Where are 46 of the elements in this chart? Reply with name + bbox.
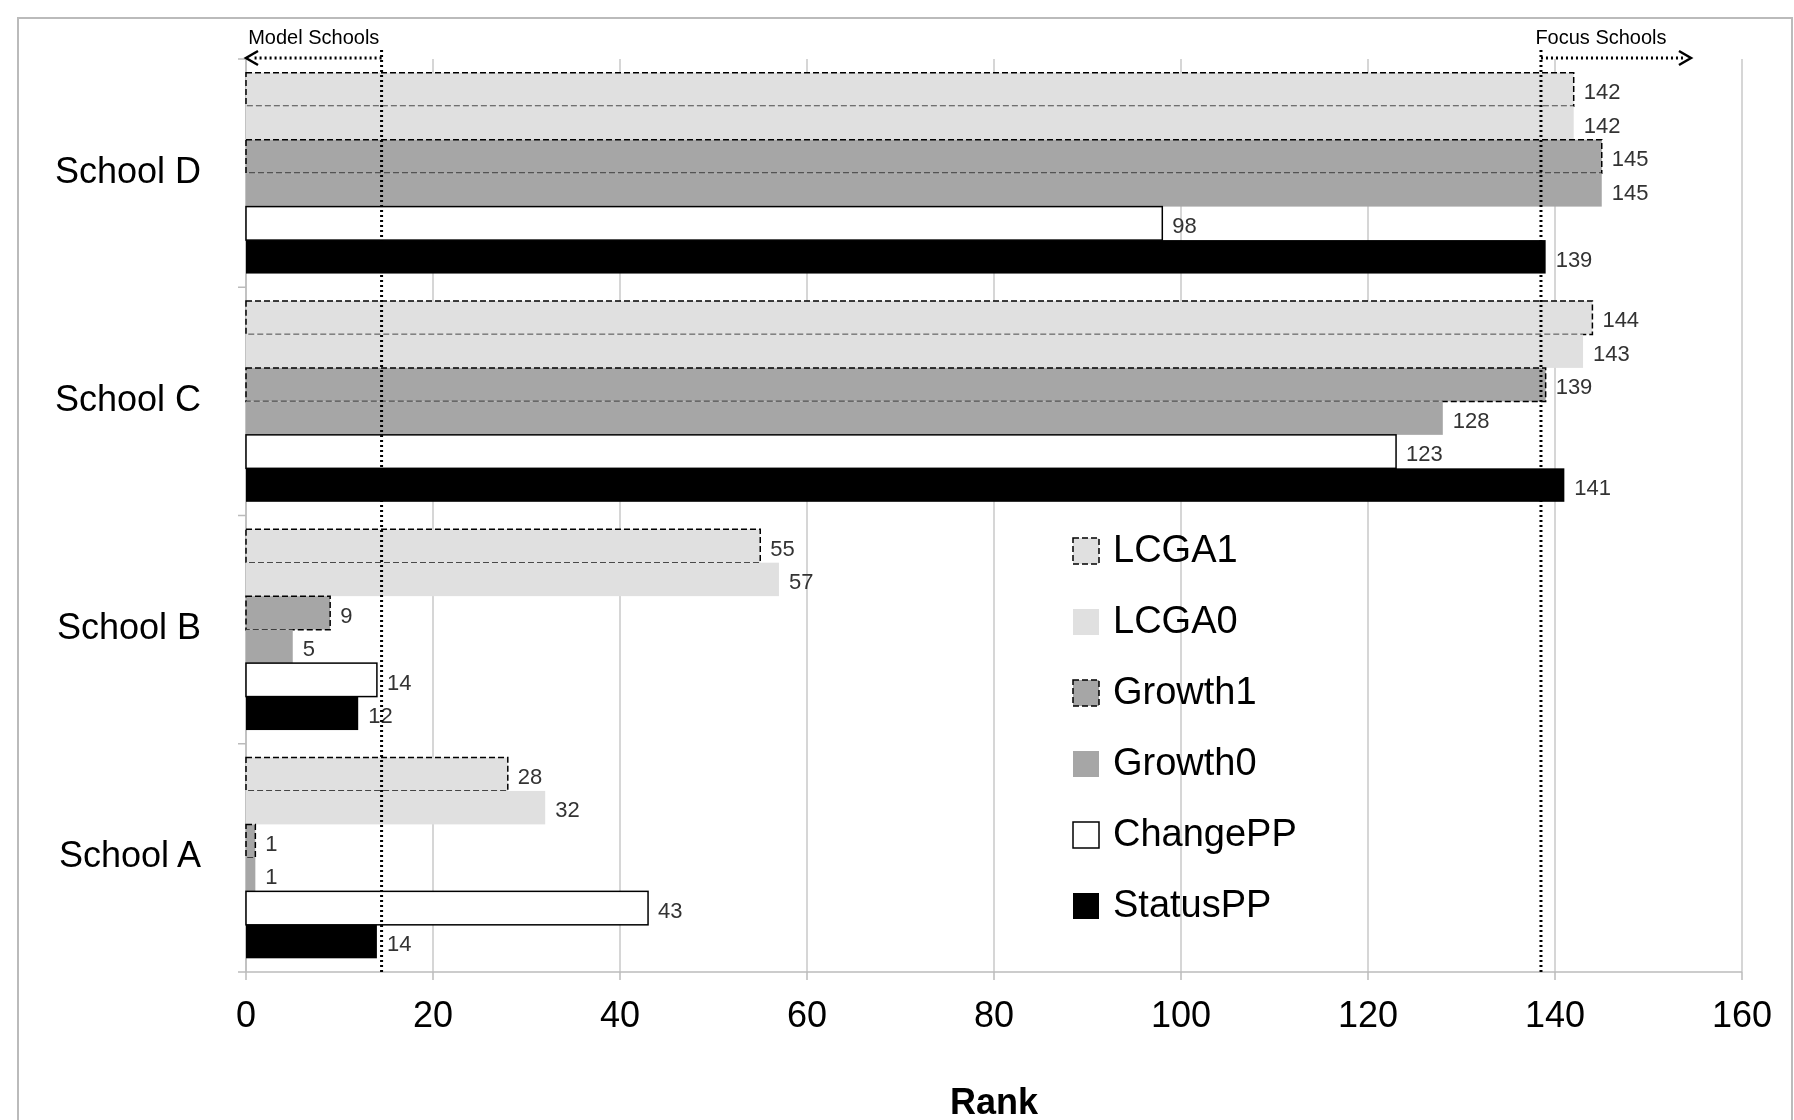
legend-label: StatusPP xyxy=(1113,883,1272,926)
legend-label: Growth0 xyxy=(1113,741,1257,784)
data-label: 28 xyxy=(517,764,543,789)
data-label: 55 xyxy=(770,535,795,561)
data-label: 12 xyxy=(368,703,393,729)
x-tick-label: 40 xyxy=(599,994,641,1035)
data-label: 123 xyxy=(1406,441,1443,467)
legend-label: LCGA0 xyxy=(1113,599,1238,642)
data-label: 1 xyxy=(265,864,278,890)
ref-line-label: Model Schools xyxy=(248,26,380,48)
data-label: 5 xyxy=(302,636,315,662)
data-label: 14 xyxy=(386,669,412,695)
data-label: 32 xyxy=(555,797,580,823)
data-label: 141 xyxy=(1574,474,1612,500)
y-tick-label: School A xyxy=(58,834,201,876)
x-axis-title: Rank xyxy=(949,1081,1039,1120)
x-tick-label: 60 xyxy=(786,994,828,1035)
data-label: 14 xyxy=(386,931,412,957)
data-label: 139 xyxy=(1555,246,1593,272)
y-tick-label: School B xyxy=(56,606,201,648)
x-tick-label: 140 xyxy=(1524,994,1586,1035)
x-tick-label: 160 xyxy=(1711,994,1773,1035)
data-label: 43 xyxy=(658,897,683,923)
x-tick-label: 80 xyxy=(973,994,1015,1035)
data-label: 144 xyxy=(1602,307,1640,333)
x-tick-label: 100 xyxy=(1150,994,1212,1035)
data-label: 145 xyxy=(1611,146,1649,172)
legend-label: ChangePP xyxy=(1113,812,1297,855)
data-label: 145 xyxy=(1611,179,1649,205)
data-label: 128 xyxy=(1452,407,1490,433)
data-label: 142 xyxy=(1583,79,1621,105)
y-tick-label: School C xyxy=(54,377,201,419)
x-tick-label: 0 xyxy=(235,994,257,1035)
legend-label: LCGA1 xyxy=(1113,528,1238,571)
x-tick-label: 120 xyxy=(1337,994,1399,1035)
data-label: 57 xyxy=(788,569,814,595)
x-tick-label: 20 xyxy=(412,994,454,1035)
ref-line-label: Focus Schools xyxy=(1535,26,1667,48)
data-label: 142 xyxy=(1583,112,1621,138)
data-label: 139 xyxy=(1555,374,1593,400)
data-label: 9 xyxy=(340,602,353,628)
data-label: 98 xyxy=(1172,213,1197,239)
legend-label: Growth1 xyxy=(1113,670,1257,713)
data-label: 1 xyxy=(265,830,278,856)
data-label: 143 xyxy=(1593,340,1630,366)
y-tick-label: School D xyxy=(54,149,201,191)
